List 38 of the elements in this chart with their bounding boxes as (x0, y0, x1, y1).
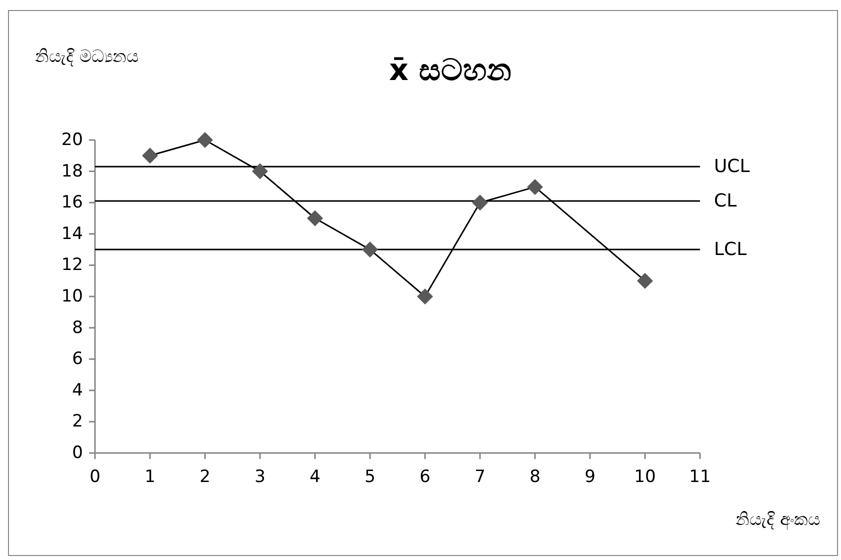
y-tick-label: 6 (72, 349, 83, 370)
y-tick-label: 4 (72, 380, 83, 400)
point (527, 178, 543, 195)
point (362, 242, 378, 258)
x-tick-label: 11 (689, 467, 711, 487)
point (252, 163, 268, 180)
chart-title: x̄ සටහන (389, 53, 511, 88)
point (197, 132, 213, 148)
y-tick-label: 20 (61, 130, 83, 150)
x-tick-label: 2 (200, 467, 210, 487)
x-tick-label: 6 (420, 467, 430, 487)
y-tick-label: 14 (61, 224, 83, 244)
y-tick-label: 2 (72, 412, 83, 432)
x-tick-label: 3 (254, 467, 266, 487)
x-tick-label: 10 (634, 467, 656, 487)
y-tick-label: 12 (61, 255, 83, 276)
x-tick-label: 9 (584, 467, 596, 487)
ref-line-label: UCL (714, 156, 750, 178)
ref-line-label: CL (714, 190, 737, 212)
x-tick-label: 4 (310, 467, 320, 487)
point (142, 148, 158, 164)
ref-line-label: LCL (714, 239, 747, 260)
y-axis-title: නියැදි මධ්‍යනය (35, 47, 138, 67)
point (307, 210, 323, 226)
point (472, 194, 488, 211)
point (637, 272, 653, 289)
y-tick-label: 8 (72, 318, 83, 338)
x-axis-title: නියැදි අංකය (736, 510, 820, 531)
x-tick-label: 5 (364, 467, 376, 487)
x-tick-label: 8 (530, 467, 540, 487)
y-tick-label: 16 (61, 192, 83, 213)
x-tick-label: 0 (90, 467, 100, 487)
x-tick-label: 7 (474, 467, 486, 487)
point (417, 288, 433, 304)
y-tick-label: 10 (61, 286, 83, 306)
x-tick-label: 1 (144, 467, 156, 487)
y-tick-label: 0 (72, 443, 83, 463)
y-tick-label: 18 (61, 161, 83, 182)
